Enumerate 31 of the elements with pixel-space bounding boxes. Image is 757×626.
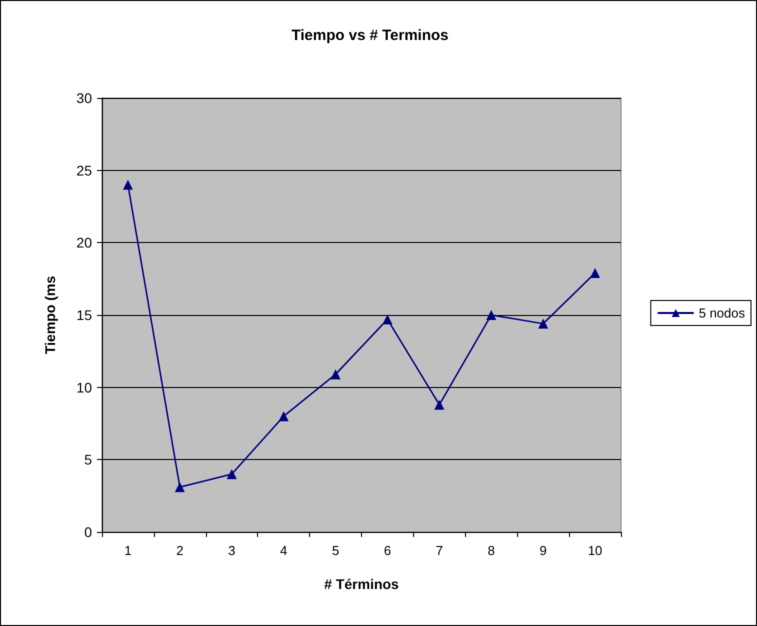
- y-tick-label: 5: [84, 452, 92, 468]
- point: [226, 469, 237, 480]
- x-tick-label: 3: [228, 543, 236, 558]
- y-tick-label: 30: [76, 90, 92, 106]
- x-tick-label: 10: [588, 543, 602, 558]
- x-tick-label: 8: [488, 543, 495, 558]
- y-tick-label: 20: [76, 234, 92, 251]
- point: [538, 318, 548, 329]
- y-tick-label: 0: [84, 524, 92, 540]
- legend-label: 5 nodos: [698, 306, 746, 320]
- point: [486, 310, 496, 320]
- point: [330, 369, 341, 380]
- y-axis-title: Tiempo (ms: [42, 276, 58, 354]
- x-tick-label: 5: [332, 543, 340, 558]
- point: [122, 180, 133, 190]
- x-tick-label: 6: [384, 543, 392, 558]
- x-tick-label: 2: [176, 543, 184, 558]
- chart-title: Tiempo vs # Terminos: [292, 27, 448, 44]
- y-tick-label: 15: [76, 307, 92, 323]
- x-tick-label: 4: [280, 543, 288, 558]
- point: [382, 314, 392, 324]
- y-tick-label: 25: [76, 162, 92, 178]
- y-tick-label: 10: [76, 379, 92, 396]
- x-tick-label: 9: [540, 543, 547, 558]
- point: [278, 411, 289, 422]
- point: [434, 400, 444, 410]
- x-tick-label: 7: [436, 543, 443, 558]
- point: [590, 268, 600, 278]
- point: [174, 482, 185, 492]
- x-axis-title: # Términos: [324, 576, 400, 592]
- x-tick-label: 1: [124, 543, 132, 558]
